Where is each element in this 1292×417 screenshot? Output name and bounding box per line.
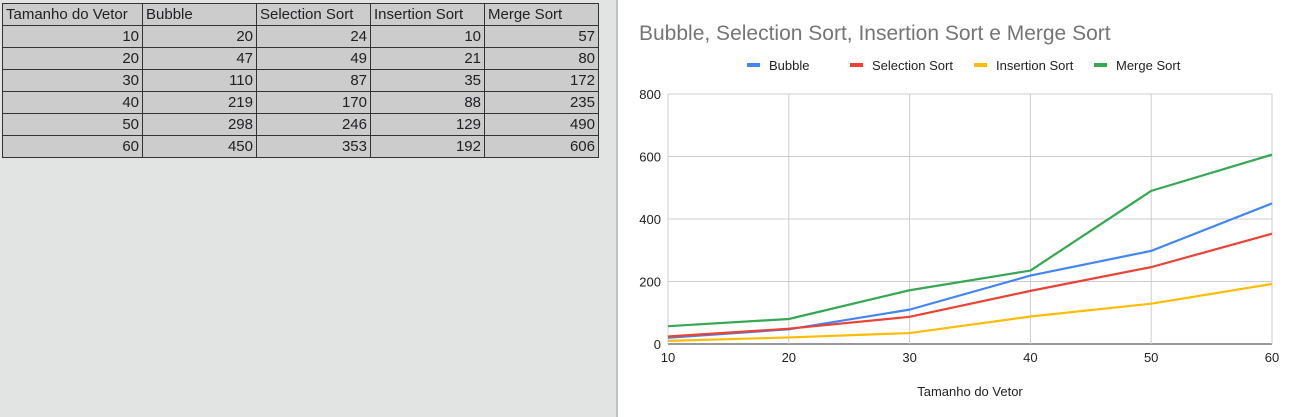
table-row: 50 298 246 129 490 [2,113,599,136]
x-tick-label: 60 [1265,350,1279,365]
table-cell[interactable]: 192 [370,135,485,158]
y-tick-label: 400 [639,212,661,227]
legend-label: Merge Sort [1116,58,1181,73]
y-tick-label: 600 [639,150,661,165]
spreadsheet-grid[interactable]: Tamanho do Vetor Bubble Selection Sort Inse… [0,0,616,417]
table-cell[interactable]: 88 [370,91,485,114]
header-cell[interactable]: Selection Sort [256,3,371,26]
table-row: 40 219 170 88 235 [2,91,599,114]
legend-swatch [1094,63,1107,67]
header-cell[interactable]: Bubble [142,3,257,26]
header-cell[interactable]: Tamanho do Vetor [2,3,143,26]
y-tick-label: 0 [654,337,661,352]
table-cell[interactable]: 50 [2,113,143,136]
table-cell[interactable]: 20 [2,47,143,70]
table-cell[interactable]: 87 [256,69,371,92]
table-cell[interactable]: 21 [370,47,485,70]
table-cell[interactable]: 450 [142,135,257,158]
table-cell[interactable]: 490 [484,113,599,136]
y-tick-label: 200 [639,275,661,290]
y-tick-label: 800 [639,87,661,102]
pane-divider[interactable] [616,0,618,417]
series-line [667,282,1273,342]
header-cell[interactable]: Insertion Sort [370,3,485,26]
table-cell[interactable]: 246 [256,113,371,136]
series-line [667,202,1273,339]
table-cell[interactable]: 35 [370,69,485,92]
table-cell[interactable]: 40 [2,91,143,114]
series-line [667,153,1273,328]
table-cell[interactable]: 30 [2,69,143,92]
legend-label: Insertion Sort [996,58,1074,73]
legend-swatch [747,63,760,67]
legend-swatch [850,63,863,67]
table-cell[interactable]: 49 [256,47,371,70]
table-row: 30 110 87 35 172 [2,69,599,92]
table-cell[interactable]: 47 [142,47,257,70]
table-cell[interactable]: 353 [256,135,371,158]
table-header-row: Tamanho do Vetor Bubble Selection Sort Inse… [2,3,599,26]
table-row: 20 47 49 21 80 [2,47,599,70]
table-cell[interactable]: 10 [2,25,143,48]
table-cell[interactable]: 606 [484,135,599,158]
table-cell[interactable]: 10 [370,25,485,48]
table-cell[interactable]: 235 [484,91,599,114]
table-cell[interactable]: 219 [142,91,257,114]
legend-label: Selection Sort [872,58,953,73]
chart-canvas: Bubble, Selection Sort, Insertion Sort e… [639,22,1279,399]
x-tick-label: 30 [902,350,916,365]
line-chart[interactable]: Bubble, Selection Sort, Insertion Sort e… [618,0,1292,417]
chart-title: Bubble, Selection Sort, Insertion Sort e… [639,22,1111,45]
table-cell[interactable]: 110 [142,69,257,92]
x-tick-label: 40 [1023,350,1037,365]
table-cell[interactable]: 60 [2,135,143,158]
header-cell[interactable]: Merge Sort [484,3,599,26]
table-cell[interactable]: 57 [484,25,599,48]
x-axis-label: Tamanho do Vetor [917,384,1023,399]
table-cell[interactable]: 170 [256,91,371,114]
table-cell[interactable]: 24 [256,25,371,48]
data-table: Tamanho do Vetor Bubble Selection Sort Inse… [2,3,599,158]
table-row: 10 20 24 10 57 [2,25,599,48]
table-cell[interactable]: 172 [484,69,599,92]
table-cell[interactable]: 129 [370,113,485,136]
x-tick-label: 20 [782,350,796,365]
legend-label: Bubble [769,58,809,73]
table-cell[interactable]: 20 [142,25,257,48]
x-tick-label: 10 [661,350,675,365]
legend-swatch [974,63,987,67]
table-cell[interactable]: 80 [484,47,599,70]
table-cell[interactable]: 298 [142,113,257,136]
table-row: 60 450 353 192 606 [2,135,599,158]
series-line [667,232,1273,338]
x-tick-label: 50 [1144,350,1158,365]
